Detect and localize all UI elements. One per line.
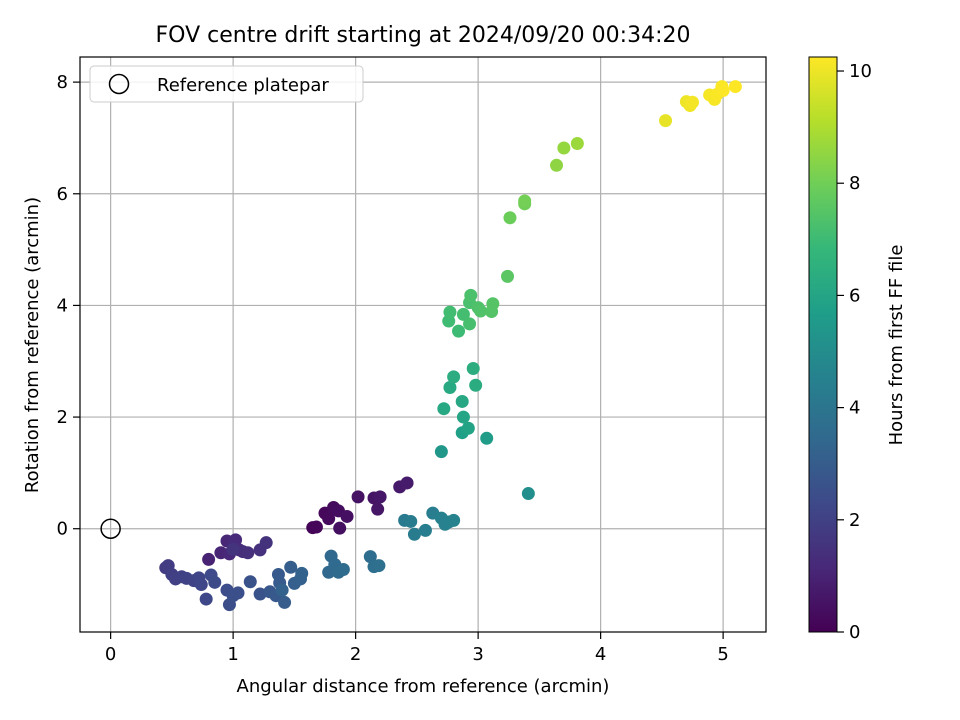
data-point bbox=[202, 552, 216, 566]
data-point bbox=[437, 402, 451, 416]
data-point bbox=[550, 158, 564, 172]
data-point bbox=[456, 410, 470, 424]
data-point bbox=[518, 194, 532, 208]
data-point bbox=[253, 587, 267, 601]
x-tick-label: 3 bbox=[472, 644, 483, 665]
colorbar-tick-label: 4 bbox=[849, 398, 860, 419]
data-point bbox=[463, 317, 477, 331]
data-point bbox=[452, 324, 466, 338]
data-point bbox=[400, 476, 414, 490]
data-point bbox=[275, 583, 289, 597]
data-point bbox=[373, 490, 387, 504]
data-point bbox=[336, 562, 350, 576]
y-tick-label: 6 bbox=[57, 184, 68, 205]
x-tick-label: 0 bbox=[105, 644, 116, 665]
data-point bbox=[447, 370, 461, 384]
data-point bbox=[503, 211, 517, 225]
colorbar: 0 2 4 6 8 10 Hours from first FF file bbox=[808, 56, 907, 643]
plot-frame bbox=[79, 56, 767, 633]
reference-point bbox=[100, 518, 121, 539]
data-point bbox=[461, 421, 475, 435]
data-point bbox=[278, 595, 292, 609]
grid-lines bbox=[80, 57, 766, 632]
data-point bbox=[557, 141, 571, 155]
legend-entry: Reference platepar bbox=[157, 75, 329, 96]
data-point bbox=[309, 520, 323, 534]
data-point bbox=[480, 431, 494, 445]
data-point bbox=[295, 566, 309, 580]
data-point bbox=[486, 297, 500, 311]
data-points bbox=[159, 80, 742, 612]
data-point bbox=[407, 527, 421, 541]
data-point bbox=[194, 578, 208, 592]
data-point bbox=[570, 137, 584, 151]
reference-marker bbox=[100, 518, 121, 539]
data-point bbox=[686, 95, 699, 109]
data-point bbox=[363, 550, 377, 564]
colorbar-tick-label: 6 bbox=[849, 285, 860, 306]
colorbar-tick-label: 2 bbox=[849, 510, 860, 531]
colorbar-label: Hours from first FF file bbox=[886, 245, 907, 446]
x-tick-label: 4 bbox=[595, 644, 606, 665]
data-point bbox=[371, 502, 385, 516]
data-point bbox=[716, 83, 730, 97]
colorbar-tick-label: 0 bbox=[849, 622, 860, 643]
data-point bbox=[501, 269, 515, 283]
data-point bbox=[322, 512, 336, 526]
data-point bbox=[474, 304, 488, 318]
data-point bbox=[469, 378, 483, 392]
data-point bbox=[333, 521, 347, 535]
data-point bbox=[372, 559, 386, 573]
y-tick-label: 4 bbox=[57, 295, 68, 316]
x-axis-label: Angular distance from reference (arcmin) bbox=[237, 676, 610, 697]
data-point bbox=[466, 362, 480, 376]
x-tick-label: 5 bbox=[717, 644, 728, 665]
legend-box bbox=[89, 65, 364, 103]
data-point bbox=[226, 542, 240, 556]
data-point bbox=[455, 394, 469, 408]
colorbar-tick-label: 8 bbox=[849, 173, 860, 194]
colorbar-ticks: 0 2 4 6 8 10 bbox=[837, 61, 872, 643]
y-tick-label: 8 bbox=[57, 72, 68, 93]
chart-title: FOV centre drift starting at 2024/09/20 … bbox=[156, 23, 691, 48]
x-axis-ticks: 0 1 2 3 4 5 bbox=[105, 632, 729, 665]
y-axis-label: Rotation from reference (arcmin) bbox=[22, 197, 43, 493]
y-tick-label: 0 bbox=[57, 519, 68, 540]
data-point bbox=[241, 546, 255, 560]
x-tick-label: 2 bbox=[350, 644, 361, 665]
x-tick-label: 1 bbox=[227, 644, 238, 665]
data-point bbox=[284, 560, 298, 574]
data-point bbox=[340, 509, 354, 523]
legend-marker bbox=[108, 73, 130, 95]
data-point bbox=[447, 513, 461, 527]
data-point bbox=[728, 80, 742, 94]
data-point bbox=[443, 305, 457, 319]
data-point bbox=[231, 586, 245, 600]
data-point bbox=[259, 536, 273, 550]
data-point bbox=[434, 445, 448, 459]
data-point bbox=[208, 575, 222, 589]
data-point bbox=[404, 514, 418, 528]
y-tick-label: 2 bbox=[57, 407, 68, 428]
colorbar-tick-label: 10 bbox=[849, 61, 872, 82]
data-point bbox=[418, 523, 432, 537]
data-point bbox=[521, 487, 535, 501]
data-point bbox=[243, 575, 257, 589]
colorbar-scale bbox=[808, 56, 838, 633]
legend: Reference platepar bbox=[89, 65, 364, 103]
data-point bbox=[443, 380, 457, 394]
data-point bbox=[464, 288, 478, 302]
y-axis-ticks: 0 2 4 6 8 bbox=[57, 72, 80, 540]
data-point bbox=[351, 490, 365, 504]
data-point bbox=[659, 114, 673, 128]
data-point bbox=[199, 592, 213, 606]
data-point bbox=[456, 307, 470, 321]
